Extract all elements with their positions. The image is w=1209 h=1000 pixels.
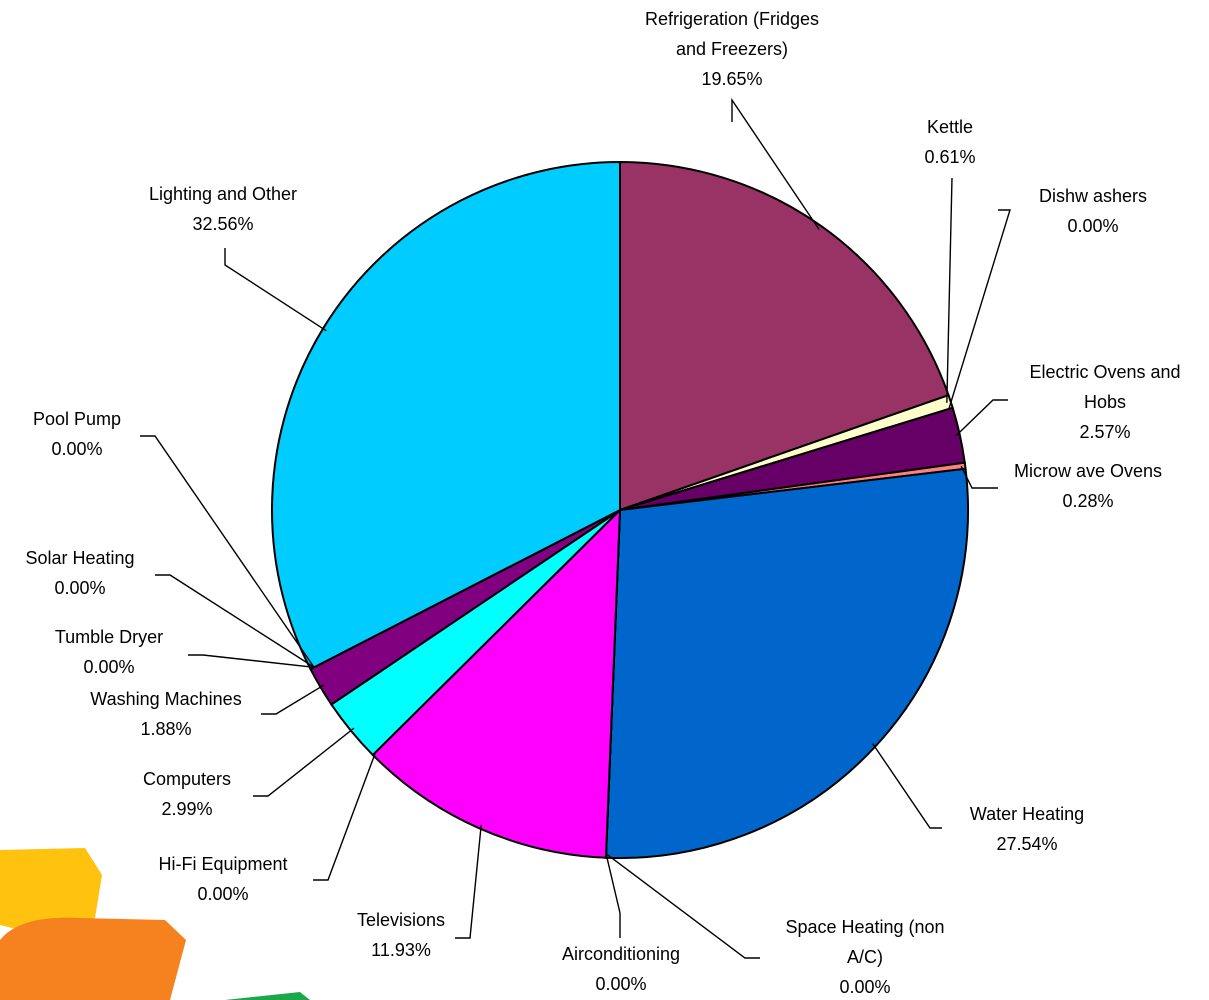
label-pool-pump: Pool Pump 0.00% [33, 409, 121, 459]
leader-solar-heating [155, 574, 315, 668]
leader-hi-fi-equipment [313, 751, 377, 881]
label-airconditioning: Airconditioning 0.00% [562, 944, 680, 994]
leader-computers [253, 727, 355, 797]
yellow-shape [0, 848, 102, 935]
label-dishwashers: Dishw ashers 0.00% [1039, 186, 1147, 236]
label-refrigeration-fridges-and-freezers: Refrigeration (Fridges and Freezers) 19.65… [645, 9, 819, 89]
leader-water-heating [872, 743, 942, 829]
label-lighting-and-other: Lighting and Other 32.56% [149, 184, 297, 234]
label-computers: Computers 2.99% [143, 769, 231, 819]
slice-labels: Refrigeration (Fridges and Freezers) 19.65… [25, 9, 1180, 997]
orange-shape [0, 917, 186, 1000]
label-space-heating-non-a-c: Space Heating (non A/C) 0.00% [785, 917, 944, 997]
label-washing-machines: Washing Machines 1.88% [90, 689, 241, 739]
leader-televisions [455, 824, 482, 939]
corner-decoration [0, 848, 310, 1000]
leader-lighting-and-other [224, 248, 327, 332]
leader-tumble-dryer [188, 654, 315, 668]
label-hi-fi-equipment: Hi-Fi Equipment 0.00% [158, 854, 287, 904]
leader-airconditioning [605, 853, 621, 938]
leader-microwave-ovens [960, 465, 998, 489]
label-electric-ovens-and-hobs: Electric Ovens and Hobs 2.57% [1029, 362, 1180, 442]
leader-dishwashers [948, 209, 1011, 410]
leader-refrigeration-fridges-and-freezers [731, 97, 820, 230]
label-televisions: Televisions 11.93% [357, 910, 445, 960]
slice-televisions [371, 507, 622, 859]
label-water-heating: Water Heating 27.54% [970, 804, 1084, 854]
label-microwave-ovens: Microw ave Ovens 0.28% [1014, 461, 1162, 511]
slice-water-heating [604, 467, 969, 859]
label-tumble-dryer: Tumble Dryer 0.00% [55, 627, 163, 677]
leader-space-heating-non-a-c [605, 853, 760, 959]
label-kettle: Kettle 0.61% [924, 117, 975, 167]
label-solar-heating: Solar Heating 0.00% [25, 548, 134, 598]
leader-washing-machines [261, 684, 325, 715]
green-shape [225, 992, 310, 1000]
leader-lines [140, 97, 1011, 959]
leader-kettle [946, 177, 953, 403]
leader-pool-pump [140, 435, 315, 668]
leader-electric-ovens-and-hobs [955, 399, 1008, 437]
pie-slices [271, 160, 969, 859]
